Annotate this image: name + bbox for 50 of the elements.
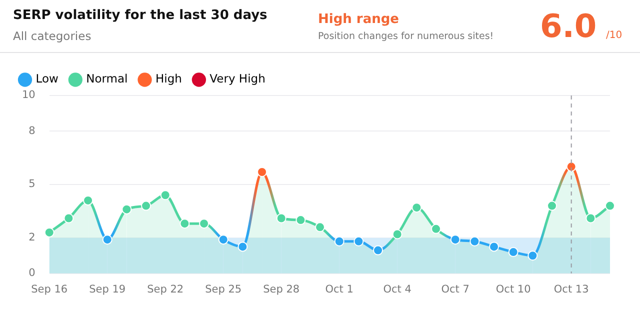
point bbox=[392, 229, 402, 240]
x-tick-label: Oct 1 bbox=[325, 283, 354, 296]
point bbox=[470, 236, 480, 246]
text: Position changes for numerous sites! bbox=[318, 31, 494, 42]
x-tick-label: Oct 13 bbox=[554, 283, 589, 296]
text: /10 bbox=[606, 30, 622, 41]
point bbox=[122, 204, 132, 214]
x-tick-label: Sep 22 bbox=[147, 283, 184, 296]
legend-label: Normal bbox=[86, 72, 128, 86]
point bbox=[354, 236, 364, 246]
x-tick-label: Sep 16 bbox=[31, 283, 68, 296]
point bbox=[373, 245, 384, 256]
text: High range bbox=[318, 12, 399, 27]
point bbox=[431, 224, 442, 234]
point bbox=[547, 200, 558, 211]
point bbox=[257, 166, 268, 177]
x-tick-label: Oct 10 bbox=[496, 283, 531, 296]
x-tick-label: Sep 25 bbox=[205, 283, 242, 296]
point bbox=[528, 250, 538, 261]
point bbox=[102, 234, 112, 245]
point bbox=[276, 213, 286, 224]
x-tick-label: Oct 7 bbox=[441, 283, 470, 296]
chart-title: SERP volatility for the last 30 days bbox=[13, 8, 268, 23]
legend-label: High bbox=[156, 72, 182, 86]
y-tick-label: 10 bbox=[22, 89, 36, 102]
point bbox=[334, 236, 344, 246]
point bbox=[566, 162, 576, 172]
legend-label: Very High bbox=[210, 72, 266, 86]
y-tick-label: 5 bbox=[28, 178, 36, 190]
x-tick-label: Sep 19 bbox=[89, 283, 126, 296]
point bbox=[508, 247, 518, 258]
y-tick-label: 8 bbox=[28, 124, 36, 137]
point bbox=[44, 227, 54, 238]
x-tick-label: Sep 28 bbox=[263, 283, 300, 296]
x-tick-label: Oct 4 bbox=[383, 283, 412, 296]
point bbox=[83, 195, 94, 206]
y-tick-label: 0 bbox=[28, 267, 36, 280]
point bbox=[141, 200, 152, 211]
point bbox=[160, 190, 170, 200]
legend-label: Low bbox=[36, 72, 58, 86]
point bbox=[489, 242, 500, 252]
point bbox=[450, 234, 460, 245]
chart-subtitle: All categories bbox=[13, 29, 92, 43]
point bbox=[296, 215, 306, 226]
point bbox=[180, 218, 190, 229]
text: 6.0 bbox=[540, 6, 597, 46]
y-tick-label: 2 bbox=[28, 232, 36, 244]
point bbox=[412, 202, 422, 213]
point bbox=[199, 218, 210, 229]
point bbox=[315, 222, 326, 232]
